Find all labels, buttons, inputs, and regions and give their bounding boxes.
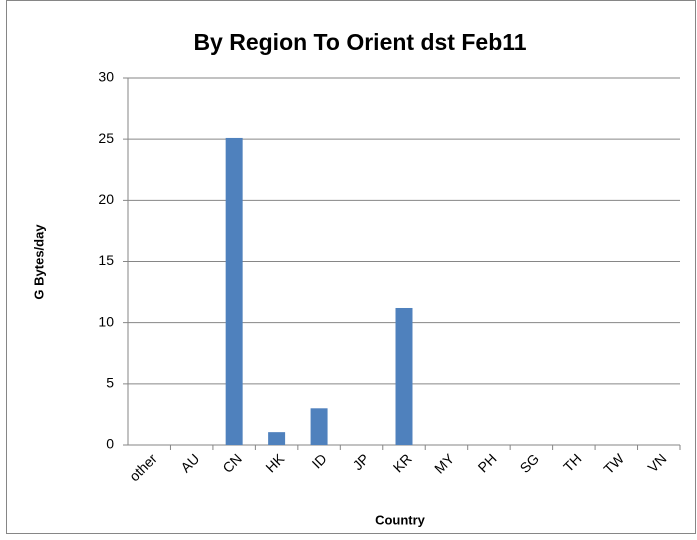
y-tick-label: 30 (98, 69, 114, 85)
y-tick-label: 10 (98, 313, 114, 329)
bar (225, 137, 243, 445)
y-axis-title: G Bytes/day (31, 224, 46, 300)
y-tick-label: 5 (106, 375, 114, 391)
y-tick-label: 20 (98, 191, 114, 207)
x-axis-title: Country (375, 512, 426, 527)
chart-title: By Region To Orient dst Feb11 (193, 29, 526, 55)
y-tick-label: 15 (98, 252, 114, 268)
bar (268, 432, 286, 445)
bar (395, 307, 413, 445)
bar (310, 408, 328, 445)
y-tick-label: 25 (98, 130, 114, 146)
y-tick-label: 0 (106, 436, 114, 452)
